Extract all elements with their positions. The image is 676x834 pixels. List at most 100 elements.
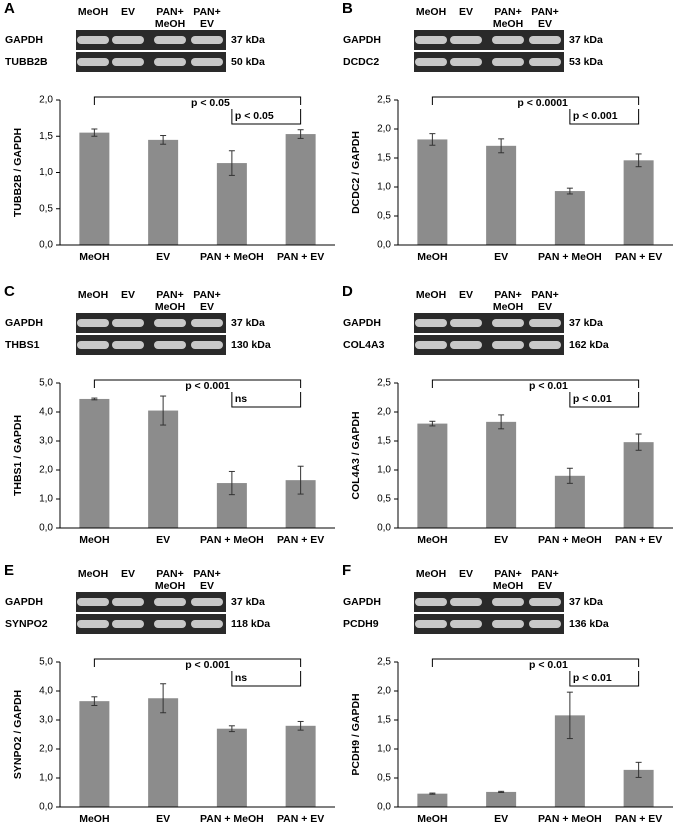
x-tick-label: EV (156, 534, 170, 546)
panel-letter: C (4, 283, 15, 300)
significance-bracket (231, 392, 302, 408)
bar (148, 139, 179, 245)
blot-band (529, 341, 561, 349)
blot-band (450, 341, 482, 349)
blot-band (492, 36, 524, 44)
y-tick-label: 0,0 (377, 523, 391, 534)
y-tick-label: 4,0 (39, 686, 53, 697)
y-axis-label: PCDH9 / GAPDH (350, 693, 362, 775)
blot-size: 136 kDa (569, 618, 609, 630)
bar (79, 701, 110, 807)
blot (76, 592, 226, 612)
lane-label: MeOH (493, 301, 523, 313)
bar (623, 442, 654, 528)
blot (76, 335, 226, 355)
y-tick-label: 1,5 (377, 153, 391, 164)
y-tick-label: 2,0 (39, 744, 53, 755)
blot-band (492, 620, 524, 628)
lane-label: PAN+ (156, 289, 184, 301)
significance-bracket (569, 109, 640, 125)
y-tick-label: 1,5 (377, 715, 391, 726)
blot-band (77, 58, 109, 66)
blot-protein: GAPDH (343, 317, 381, 329)
y-tick-label: 2,5 (377, 657, 391, 668)
lane-label: EV (538, 18, 552, 30)
blot-size: 37 kDa (569, 317, 603, 329)
error-bar (498, 790, 505, 793)
error-bar (228, 470, 235, 496)
significance-bracket (93, 379, 302, 388)
blot-band (77, 598, 109, 606)
y-axis-label: THBS1 / GAPDH (12, 415, 24, 496)
blot-protein: GAPDH (343, 34, 381, 46)
x-tick-label: EV (156, 251, 170, 263)
lane-label: EV (121, 568, 135, 580)
panel-letter: F (342, 562, 351, 579)
blot (76, 52, 226, 72)
blot-size: 37 kDa (569, 596, 603, 608)
x-tick-label: EV (494, 534, 508, 546)
y-tick-label: 1,0 (377, 465, 391, 476)
x-tick-label: PAN + MeOH (538, 813, 602, 825)
lane-label: MeOH (78, 6, 108, 18)
y-tick-label: 1,0 (39, 167, 53, 178)
error-bar (429, 133, 436, 146)
lane-label: EV (121, 6, 135, 18)
lane-label: PAN+ (494, 568, 522, 580)
lane-label: PAN+ (156, 6, 184, 18)
blot (76, 614, 226, 634)
significance-bracket (231, 109, 302, 125)
x-tick-label: MeOH (417, 534, 447, 546)
significance-bracket (231, 671, 302, 687)
bar (486, 145, 517, 245)
error-bar (91, 397, 98, 401)
bar (216, 728, 247, 807)
significance-bracket (431, 96, 640, 105)
lane-label: PAN+ (494, 289, 522, 301)
lane-label: EV (459, 568, 473, 580)
x-tick-label: PAN + EV (615, 251, 662, 263)
blot-band (415, 58, 447, 66)
bar (417, 423, 448, 528)
blot-band (112, 620, 144, 628)
significance-bracket (93, 96, 302, 105)
lane-label: EV (200, 18, 214, 30)
blot-band (77, 620, 109, 628)
y-tick-label: 0,5 (377, 211, 391, 222)
error-bar (160, 135, 167, 145)
blot-protein: DCDC2 (343, 56, 379, 68)
blot-band (154, 58, 186, 66)
x-tick-label: EV (156, 813, 170, 825)
y-tick-label: 0,0 (39, 802, 53, 813)
error-bar (91, 128, 98, 137)
blot-band (529, 36, 561, 44)
bar (216, 163, 247, 245)
x-tick-label: MeOH (79, 534, 109, 546)
significance-label: p < 0.0001 (517, 97, 568, 109)
blot-band (77, 341, 109, 349)
x-tick-label: MeOH (417, 813, 447, 825)
y-tick-label: 1,5 (377, 436, 391, 447)
blot-band (112, 341, 144, 349)
blot-band (112, 598, 144, 606)
blot-band (112, 319, 144, 327)
error-bar (297, 720, 304, 731)
blot-band (450, 58, 482, 66)
blot-band (529, 58, 561, 66)
blot (76, 30, 226, 50)
blot (414, 30, 564, 50)
x-tick-label: PAN + MeOH (200, 251, 264, 263)
blot-band (529, 319, 561, 327)
y-tick-label: 2,5 (377, 378, 391, 389)
y-tick-label: 1,0 (377, 744, 391, 755)
blot-band (154, 319, 186, 327)
blot-band (415, 36, 447, 44)
y-axis-label: SYNPO2 / GAPDH (12, 690, 24, 779)
blot-protein: GAPDH (5, 596, 43, 608)
x-tick-label: EV (494, 251, 508, 263)
error-bar (635, 153, 642, 168)
blot-band (450, 36, 482, 44)
error-bar (297, 129, 304, 139)
blot-size: 37 kDa (231, 317, 265, 329)
x-tick-label: PAN + EV (277, 251, 324, 263)
